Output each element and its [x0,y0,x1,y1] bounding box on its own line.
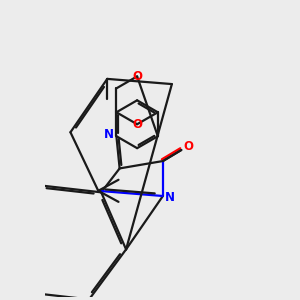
Text: N: N [164,191,175,204]
Text: N: N [104,128,114,141]
Text: O: O [183,140,193,153]
Text: O: O [132,70,142,83]
Text: O: O [132,118,142,131]
